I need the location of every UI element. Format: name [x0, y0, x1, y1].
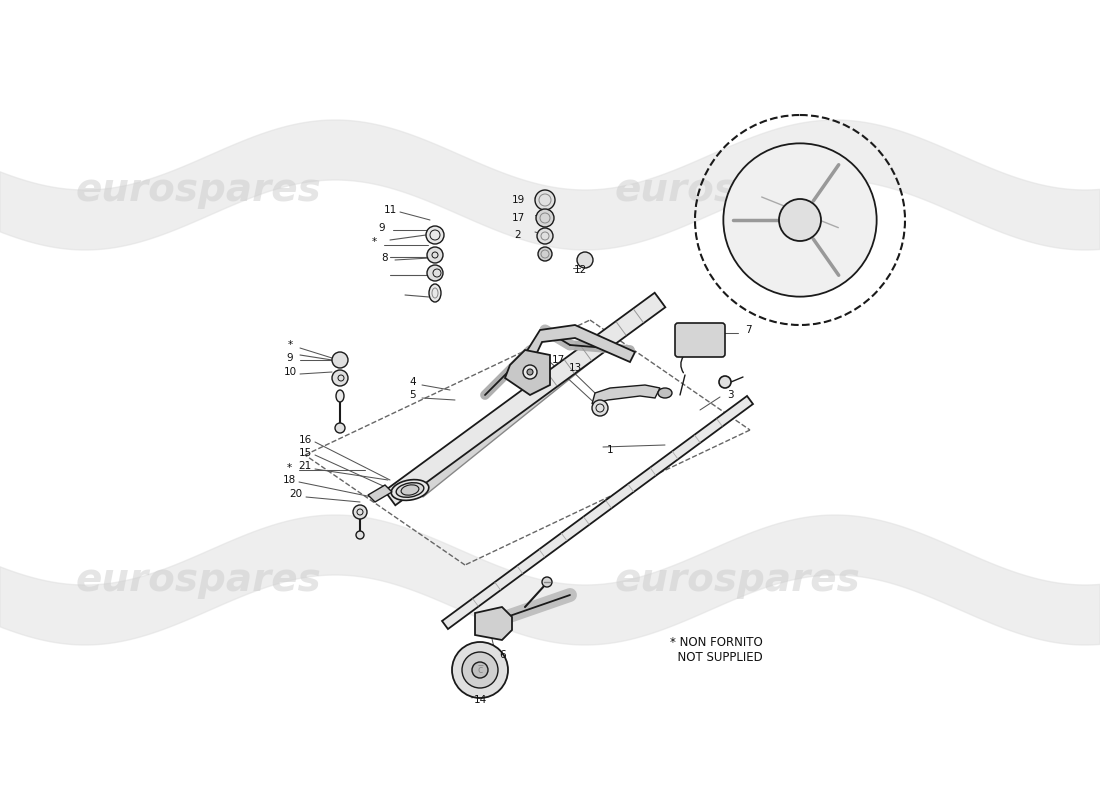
Text: eurospares: eurospares — [614, 171, 860, 209]
Text: 9: 9 — [378, 223, 385, 233]
Text: 8: 8 — [382, 253, 388, 263]
FancyBboxPatch shape — [675, 323, 725, 357]
Ellipse shape — [396, 482, 424, 498]
Circle shape — [332, 370, 348, 386]
Polygon shape — [417, 296, 663, 497]
Text: 12: 12 — [573, 265, 586, 275]
Circle shape — [535, 190, 556, 210]
Text: *: * — [286, 463, 292, 473]
Polygon shape — [368, 485, 392, 502]
Text: 17: 17 — [512, 213, 525, 223]
Circle shape — [427, 265, 443, 281]
Polygon shape — [515, 325, 635, 378]
Circle shape — [336, 423, 345, 433]
Polygon shape — [592, 385, 660, 404]
Text: 20: 20 — [289, 489, 302, 499]
Circle shape — [527, 369, 534, 375]
Text: 6: 6 — [499, 650, 506, 660]
Text: 4: 4 — [409, 377, 416, 387]
Circle shape — [578, 252, 593, 268]
Polygon shape — [442, 396, 754, 629]
Text: 17: 17 — [551, 355, 564, 365]
Polygon shape — [505, 350, 550, 395]
Text: 11: 11 — [384, 205, 397, 215]
Circle shape — [522, 365, 537, 379]
Circle shape — [452, 642, 508, 698]
Text: 5: 5 — [409, 390, 416, 400]
Circle shape — [356, 531, 364, 539]
Circle shape — [426, 226, 444, 244]
Circle shape — [472, 662, 488, 678]
Ellipse shape — [336, 390, 344, 402]
Polygon shape — [385, 293, 666, 506]
Circle shape — [462, 652, 498, 688]
Circle shape — [427, 247, 443, 263]
Text: 21: 21 — [298, 461, 311, 471]
Text: 18: 18 — [283, 475, 296, 485]
Polygon shape — [475, 607, 512, 640]
Text: *: * — [287, 340, 293, 350]
Text: eurospares: eurospares — [75, 171, 321, 209]
Text: 3: 3 — [727, 390, 734, 400]
Circle shape — [353, 505, 367, 519]
Text: 2: 2 — [515, 230, 521, 240]
Text: eurospares: eurospares — [75, 561, 321, 599]
Text: eurospares: eurospares — [614, 561, 860, 599]
Ellipse shape — [392, 480, 429, 500]
Ellipse shape — [402, 485, 419, 495]
Text: 10: 10 — [284, 367, 297, 377]
Ellipse shape — [429, 284, 441, 302]
Text: 19: 19 — [512, 195, 525, 205]
Text: 14: 14 — [473, 695, 486, 705]
Ellipse shape — [658, 388, 672, 398]
Text: c̅: c̅ — [477, 665, 483, 675]
Circle shape — [538, 247, 552, 261]
Text: 7: 7 — [745, 325, 751, 335]
Circle shape — [542, 577, 552, 587]
Circle shape — [779, 199, 821, 241]
Circle shape — [592, 400, 608, 416]
Text: 1: 1 — [607, 445, 614, 455]
Text: * NON FORNITO
  NOT SUPPLIED: * NON FORNITO NOT SUPPLIED — [670, 636, 762, 664]
Text: 15: 15 — [298, 448, 311, 458]
Text: 16: 16 — [298, 435, 311, 445]
Text: 13: 13 — [569, 363, 582, 373]
Circle shape — [719, 376, 732, 388]
Circle shape — [332, 352, 348, 368]
Circle shape — [724, 143, 877, 297]
Circle shape — [536, 209, 554, 227]
Text: 9: 9 — [287, 353, 294, 363]
Circle shape — [537, 228, 553, 244]
Text: *: * — [372, 237, 376, 247]
